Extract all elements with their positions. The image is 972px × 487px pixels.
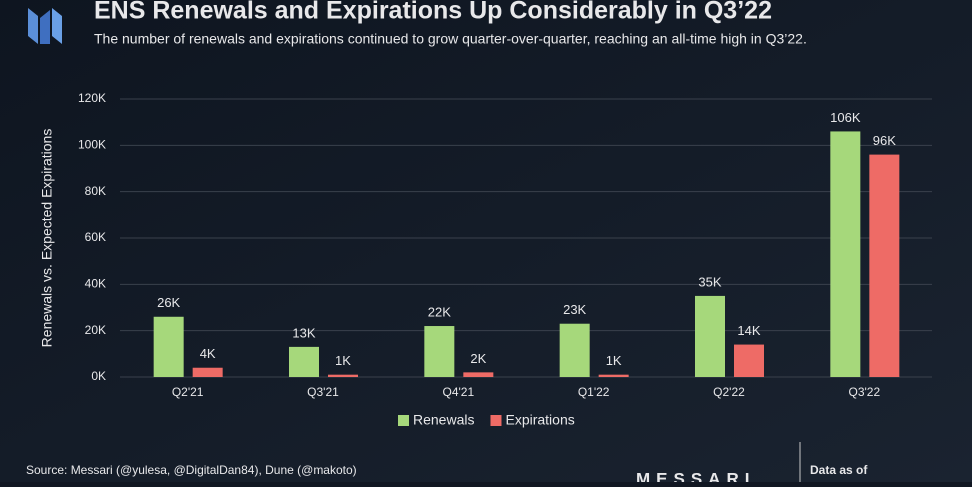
bar [734,344,764,377]
y-tick-label: 20K [85,323,106,337]
logo [28,8,62,44]
legend-swatch [398,415,409,426]
bar [424,326,455,377]
y-tick-label: 40K [85,277,106,291]
brand: MESSARI [636,469,755,482]
legend-label: Renewals [413,412,474,428]
bar [328,374,358,377]
x-tick-label: Q3'22 [849,385,881,399]
legend-label: Expirations [505,412,574,428]
data-label: 23K [563,302,586,317]
bar [830,131,861,377]
y-tick-label: 80K [85,184,106,198]
x-tick-label: Q1'22 [578,385,610,399]
y-tick-label: 60K [85,230,106,244]
data-label: 14K [737,323,760,338]
x-tick-label: Q2'21 [172,385,204,399]
data-label: 26K [157,295,180,310]
x-tick-label: Q3'21 [307,385,339,399]
data-label: 96K [873,133,896,148]
bar [869,154,900,377]
source: Source: Messari (@yulesa, @DigitalDan84)… [26,463,357,477]
x-tick-label: Q2'22 [713,385,745,399]
x-tick-label: Q4'21 [443,385,475,399]
data-label: 22K [428,304,451,319]
y-axis-label: Renewals vs. Expected Expirations [39,129,55,348]
y-tick-label: 0K [91,369,106,383]
data-label: 35K [698,274,721,289]
y-tick-label: 100K [78,138,106,152]
bar [695,295,725,377]
data-label: 1K [335,353,351,368]
bar [559,323,590,377]
legend-swatch [490,415,502,426]
chart-subtitle: The number of renewals and expirations c… [94,31,807,47]
data-label: 1K [606,353,622,368]
chart-title: ENS Renewals and Expirations Up Consider… [94,0,772,25]
data-label: 13K [292,325,315,340]
data-label: 106K [830,110,861,125]
data-label: 4K [200,346,216,361]
y-tick-label: 120K [78,91,106,105]
data-label: 2K [470,351,486,366]
bar [289,346,319,377]
bar [598,374,629,377]
bar [153,316,184,377]
bar [463,372,494,377]
note: Data as of [810,463,868,477]
bar [192,367,223,377]
